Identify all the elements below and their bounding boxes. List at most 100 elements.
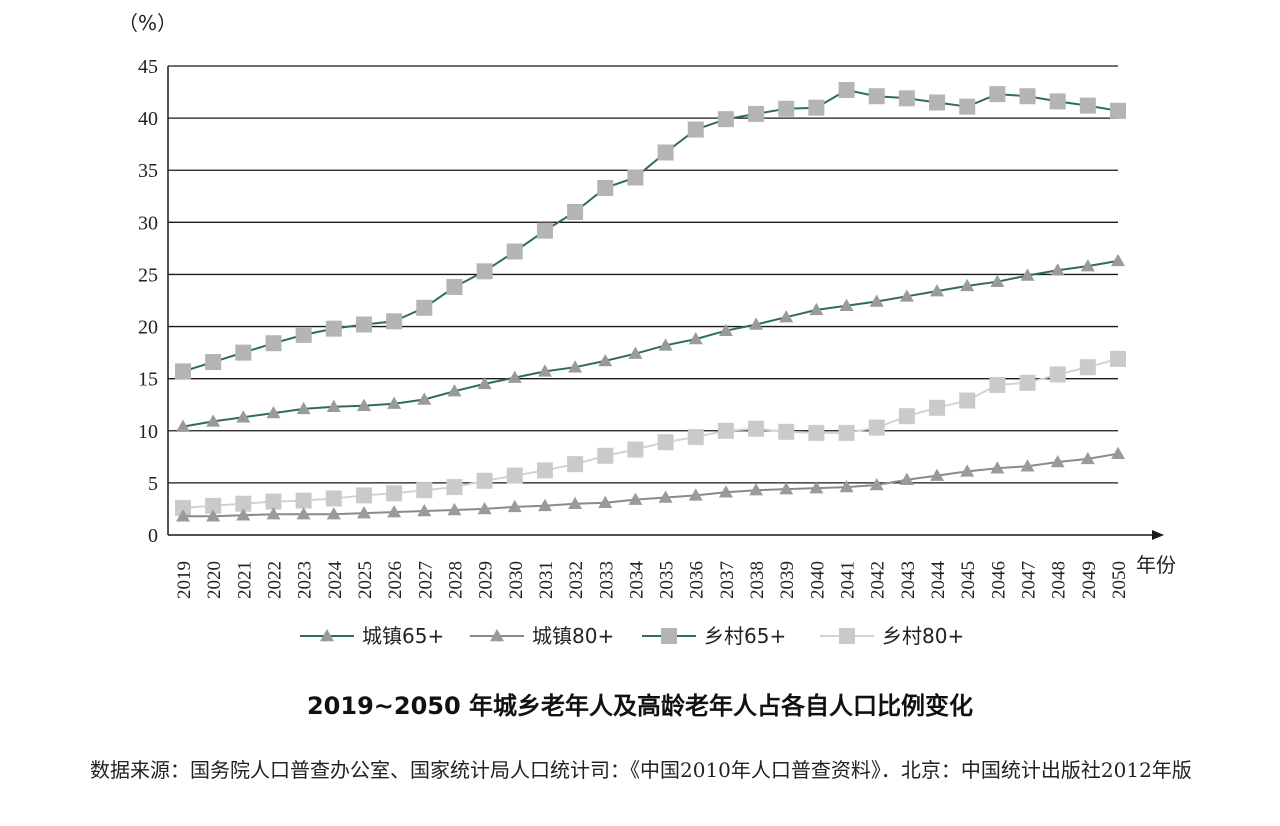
legend-label: 乡村65+ [704,624,786,648]
data-point [959,392,976,409]
data-point [989,86,1006,103]
data-point [839,480,854,493]
data-point [989,376,1006,393]
x-axis: 年份 2019 2020 2021 2022 2023 2024 2025 2026 2027 20… [168,530,1176,599]
data-point [266,507,281,520]
data-point [628,492,643,505]
data-point [869,294,884,307]
legend-item: 乡村80+ [820,624,964,648]
data-point [778,423,795,440]
x-tick-label: 2044 [928,561,949,600]
legend-marker [490,629,504,642]
data-point [506,467,523,484]
legend-marker [320,629,334,642]
data-point [839,298,854,311]
series-line [182,259,1119,428]
legend-item: 城镇65+ [300,624,444,648]
data-point [1050,455,1065,468]
data-point [930,284,945,297]
y-tick-label: 45 [138,56,158,78]
data-point [416,482,433,499]
data-point [1019,374,1036,391]
y-tick-label: 20 [138,317,158,339]
y-tick-label: 30 [138,212,158,234]
x-tick-label: 2034 [626,561,647,600]
data-point [960,464,975,477]
data-point [568,360,583,373]
data-point [960,278,975,292]
data-point [1049,366,1066,383]
data-point [266,406,281,419]
x-axis-label: 年份 [1136,553,1176,577]
legend-marker [839,628,855,644]
data-point [205,497,222,514]
data-point [749,483,764,496]
data-point [537,498,552,512]
data-point [1020,459,1035,472]
source-note: 数据来源：国务院人口普查办公室、国家统计局人口统计司：《中国2010年人口普查资… [90,758,1192,782]
data-point [175,363,191,380]
data-point [295,492,312,509]
data-point [627,441,644,458]
data-point [688,332,703,345]
legend-label: 城镇65+ [362,624,444,648]
series-line [183,452,1119,518]
data-point [326,399,341,413]
data-point [507,499,522,513]
data-point [446,278,463,295]
data-point [627,169,644,186]
data-point [597,179,614,196]
data-point [868,88,885,105]
data-point [477,501,492,515]
data-point [175,499,191,516]
series-城镇80+ [176,446,1125,522]
data-point [749,317,764,330]
x-tick-label: 2031 [536,561,557,599]
x-tick-label: 2045 [958,561,979,599]
data-point [417,504,432,517]
data-point [387,396,402,409]
data-point [507,370,522,383]
x-tick-label: 2043 [898,561,919,599]
data-point [717,422,734,439]
data-point [869,477,884,491]
data-point [808,424,825,441]
data-point [898,408,915,425]
data-point [176,509,190,522]
data-point [537,364,552,377]
data-point [899,472,914,486]
data-point [990,274,1005,287]
data-point [447,384,462,397]
y-tick-label: 35 [138,160,158,182]
data-point [687,121,704,138]
x-tick-label: 2040 [807,561,828,599]
series-line [182,357,1119,509]
data-point [717,111,734,128]
x-tick-label: 2029 [476,561,497,599]
y-tick-label: 0 [148,525,158,547]
x-tick-label: 2048 [1049,561,1070,599]
x-tick-label: 2025 [355,561,376,599]
y-axis-unit: （%） [118,11,177,35]
data-point [929,399,946,416]
x-tick-label: 2050 [1109,561,1130,599]
data-point [536,462,553,479]
data-point [808,99,825,116]
data-point [809,481,824,494]
series-乡村65+ [175,81,1126,380]
data-point [296,401,311,415]
data-point [325,320,342,337]
data-point [236,410,251,423]
data-point [898,90,915,107]
x-tick-label: 2036 [687,561,708,599]
y-tick-label: 40 [138,108,158,130]
data-point [899,289,914,302]
chart-title: 2019~2050 年城乡老年人及高龄老年人占各自人口比例变化 [306,692,974,720]
data-point [567,203,584,220]
data-point [688,488,703,501]
data-point [1110,102,1126,119]
data-point [386,485,403,502]
data-point [1020,268,1035,281]
data-point [265,493,282,510]
data-point [206,414,221,427]
